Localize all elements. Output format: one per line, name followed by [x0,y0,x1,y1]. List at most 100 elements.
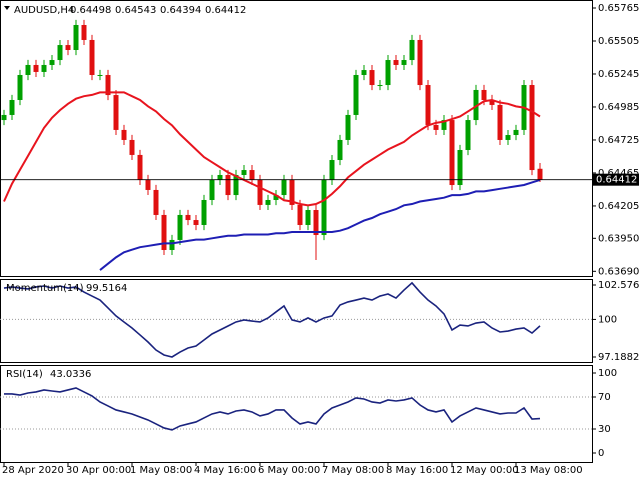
panel-frame [0,279,593,363]
y-tick-label: 0 [598,448,604,459]
x-tick-label: 4 May 16:00 [194,465,256,476]
candle-body [481,89,487,100]
x-tick-label: 12 May 00:00 [450,465,519,476]
candle-body [313,210,319,236]
candle-body [65,45,71,50]
y-tick-label: 0.64205 [598,201,639,212]
candle-body [449,120,455,186]
candle-body [321,179,327,236]
candle-body [353,74,359,115]
y-tick-label: 0.63690 [598,266,639,277]
candle-body [281,179,287,196]
bid-label-box [593,173,639,186]
candle-body [369,70,375,86]
y-tick-label: 0.65765 [598,3,639,14]
candle-body [217,174,223,180]
candle-body [465,120,471,150]
candle-body [377,85,383,87]
candle-body [1,114,7,121]
panel-frame [0,0,593,277]
candle-body [233,174,239,196]
y-tick-label: 100 [598,368,617,379]
y-tick-label: 70 [598,392,611,403]
y-tick-label: 97.1882 [598,352,639,363]
candle-body [505,135,511,140]
candle-body [169,239,175,250]
candle-body [497,104,503,140]
indicator-value: 43.0336 [50,369,91,380]
y-tick-label: 0.64725 [598,135,639,146]
candle-body [225,174,231,196]
candle-body [265,199,271,205]
candle-body [201,199,207,225]
candle-body [433,124,439,130]
x-tick-label: 13 May 08:00 [514,465,583,476]
indicator-line [4,387,541,431]
menu-arrow[interactable] [4,6,10,10]
candle-body [289,179,295,205]
candle-body [161,214,167,250]
indicator-line [99,178,541,271]
indicator-title: Momentum(14) [6,283,84,294]
candle-body [337,139,343,161]
candle-body [57,45,63,61]
header-close: 0.64412 [205,5,246,16]
x-tick-label: 8 May 16:00 [386,465,448,476]
candle-body [529,85,535,171]
candle-body [457,149,463,186]
candle-body [137,154,143,180]
indicator-line [3,91,541,207]
header-high: 0.64543 [115,5,156,16]
candle-body [329,160,335,180]
candle-body [73,24,79,50]
candle-body [273,195,279,200]
candle-body [425,85,431,125]
candle-body [89,39,95,75]
candle-body [177,214,183,240]
header-open: 0.64498 [70,5,111,16]
candle-body [537,168,543,180]
candle-body [9,99,15,115]
bid-label: 0.64412 [596,175,637,186]
x-tick-label: 1 May 08:00 [130,465,192,476]
candle-body [209,179,215,200]
candle-body [145,179,151,190]
x-tick-label: 7 May 08:00 [322,465,384,476]
candle-body [345,114,351,140]
y-tick-label: 0.64465 [598,168,639,179]
candle-body [489,99,495,105]
candle-body [113,95,119,130]
candle-body [193,220,199,225]
header-low: 0.64394 [160,5,201,16]
candle-body [441,120,447,130]
candle-body [129,139,135,155]
y-tick-label: 0.65245 [598,69,639,80]
candle-body [49,60,55,65]
panel-frame [0,365,593,463]
candle-body [81,24,87,40]
candle-body [257,179,263,205]
candle-body [417,39,423,86]
x-tick-label: 30 Apr 00:00 [66,465,131,476]
y-tick-label: 100 [598,314,617,325]
y-tick-label: 0.63950 [598,233,639,244]
candle-body [409,39,415,61]
candle-body [385,60,391,86]
candle-body [473,89,479,121]
y-tick-label: 0.64985 [598,102,639,113]
chart-title: AUDUSD,H4 [14,5,74,16]
candle-body [297,204,303,225]
candle-body [121,129,127,140]
y-tick-label: 0.65505 [598,36,639,47]
candle-body [17,74,23,100]
candle-body [153,189,159,215]
candle-body [393,60,399,65]
indicator-value: 99.5164 [86,283,127,294]
y-tick-label: 30 [598,424,611,435]
x-tick-label: 6 May 00:00 [258,465,320,476]
candle-body [41,64,47,72]
y-tick-label: 102.5763 [598,280,640,291]
candle-body [401,60,407,65]
candle-body [513,129,519,136]
